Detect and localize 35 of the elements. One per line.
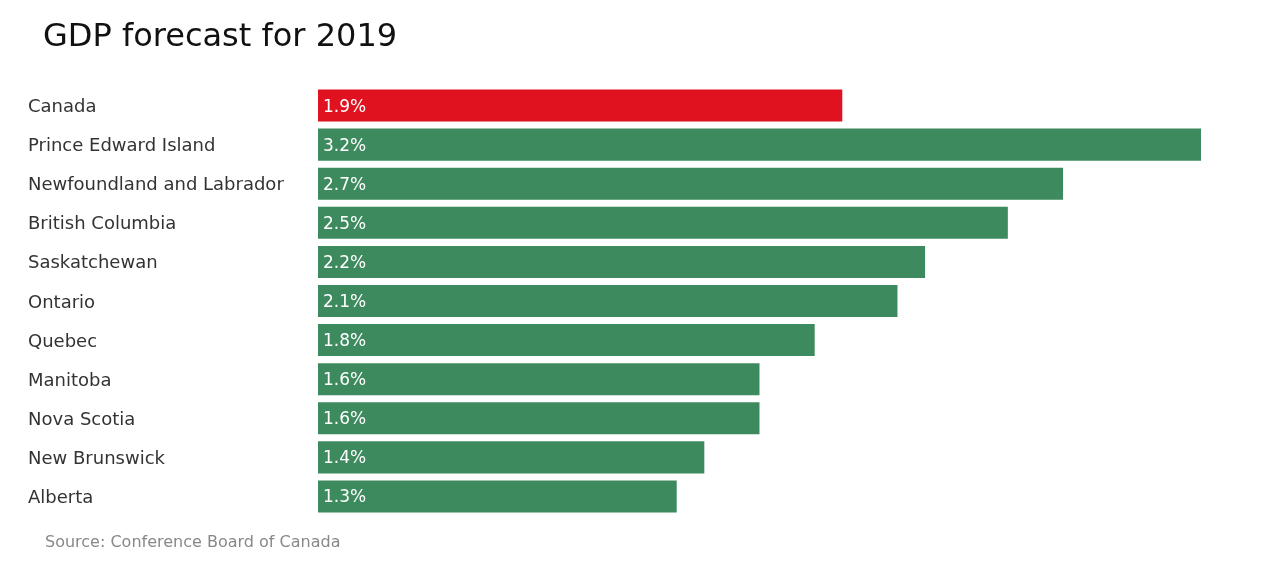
y-tick-label: Ontario	[28, 290, 96, 312]
y-tick-label: British Columbia	[28, 212, 177, 234]
data-label: 1.6%	[323, 369, 367, 390]
bar	[318, 402, 760, 435]
data-label: 1.3%	[323, 486, 367, 507]
data-label: 2.7%	[323, 173, 367, 194]
bar	[318, 480, 677, 513]
bar	[318, 284, 898, 318]
y-tick-label: Canada	[28, 95, 97, 117]
y-tick-label: Nova Scotia	[28, 407, 136, 429]
y-tick-label: Newfoundland and Labrador	[28, 173, 285, 195]
y-tick-label: Manitoba	[28, 368, 112, 390]
data-label: 3.2%	[323, 134, 367, 155]
chart-title: GDP forecast for 2019	[43, 16, 398, 54]
bar	[318, 363, 760, 396]
bar	[318, 324, 815, 357]
data-label: 1.6%	[323, 408, 367, 429]
data-label: 2.1%	[323, 291, 367, 311]
bar	[318, 128, 1201, 161]
data-label: 2.2%	[323, 251, 367, 272]
y-tick-label: Prince Edward Island	[28, 134, 216, 156]
y-tick-label: Saskatchewan	[28, 251, 158, 273]
bar	[318, 245, 926, 278]
data-label: 1.8%	[323, 330, 367, 351]
y-tick-label: Alberta	[28, 485, 94, 507]
bar	[318, 441, 705, 474]
y-tick-label: New Brunswick	[28, 446, 166, 468]
y-tick-label: Quebec	[28, 329, 98, 351]
bar	[318, 89, 843, 122]
data-label: 1.4%	[323, 447, 367, 468]
source-note: Source: Conference Board of Canada	[45, 531, 341, 551]
data-label: 1.9%	[323, 95, 367, 116]
data-label: 2.5%	[323, 212, 367, 233]
bar	[318, 206, 1008, 239]
bar	[318, 167, 1064, 200]
